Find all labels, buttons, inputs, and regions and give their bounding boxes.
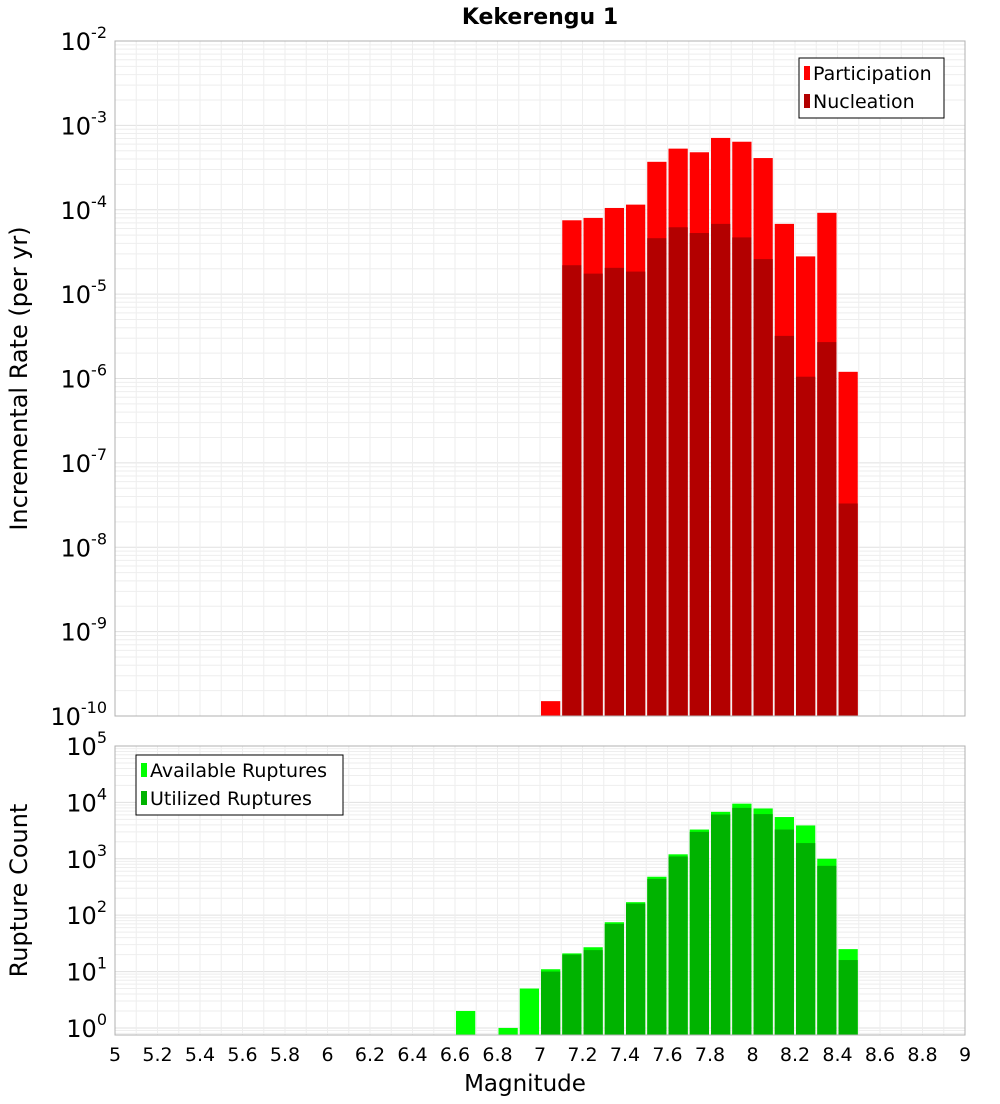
bar [583,950,603,1035]
legend-swatch [804,66,810,80]
y-tick-label: 104 [66,784,107,817]
x-tick-label: 6 [321,1044,333,1066]
chart-title: Kekerengu 1 [462,5,618,30]
bar [711,223,731,716]
x-tick-label: 5.2 [142,1044,172,1066]
legend-swatch [141,791,147,805]
x-tick-label: 8.2 [780,1044,810,1066]
legend-label: Available Ruptures [150,760,327,782]
count-panel: 100 101 102 103 104 105 Rupture Count 5 5.2 5.4 5.… [5,728,971,1097]
bar [498,1027,518,1035]
x-tick-label: 7.2 [567,1044,597,1066]
x-tick-label: 6.6 [440,1044,470,1066]
x-tick-label: 8.6 [865,1044,895,1066]
y-tick-label: 10-10 [50,698,107,731]
bar [796,376,816,716]
x-tick-label: 5.4 [185,1044,215,1066]
x-tick-label: 7.4 [610,1044,640,1066]
legend-swatch [141,763,147,777]
x-tick-label: 9 [959,1044,971,1066]
bar [753,259,773,716]
y-tick-label: 105 [66,728,107,761]
bar [689,831,709,1035]
x-axis-label: Magnitude [464,1071,586,1097]
bar [604,267,624,716]
x-tick-label: 8.8 [907,1044,937,1066]
y-tick-label: 10-7 [61,445,108,478]
y-tick-label: 101 [66,954,107,987]
y-tick-label: 10-3 [61,107,108,140]
legend-swatch [804,94,810,108]
x-tick-label: 5 [109,1044,121,1066]
y-axis-label: Rupture Count [5,804,33,978]
x-tick-label: 6.4 [397,1044,427,1066]
bar [838,503,858,716]
y-tick-label: 103 [66,841,107,874]
y-tick-label: 102 [66,897,107,930]
y-tick-label: 100 [66,1010,107,1043]
legend-label: Nucleation [813,91,915,113]
legend-label: Participation [813,63,932,85]
legend-label: Utilized Ruptures [150,788,312,810]
legend-box [135,754,344,816]
y-tick-label: 10-2 [61,23,108,56]
bar [626,903,646,1035]
bar [732,807,752,1035]
bar [668,227,688,716]
rate-panel-grid [114,40,966,717]
x-tick-label: 7.6 [652,1044,682,1066]
legend: Participation Nucleation [798,57,945,119]
bar [668,856,688,1035]
count-panel-frame [114,745,966,1036]
x-tick-label: 6.2 [355,1044,385,1066]
series-nucleation [562,223,858,716]
y-tick-label: 10-8 [61,529,108,562]
rate-panel-frame [114,40,966,717]
bar [817,342,837,716]
x-tick-label: 8 [746,1044,758,1066]
bar [583,273,603,716]
bar [562,954,582,1035]
x-tick-label: 8.4 [822,1044,852,1066]
bar [647,878,667,1035]
x-tick-label: 5.8 [270,1044,300,1066]
bar [774,829,794,1035]
bar [626,271,646,716]
x-tick-label: 7.8 [695,1044,725,1066]
rate-panel: 10-10 10-9 10-8 10-7 10-6 10-5 10-4 10-3 10-2 Inc… [5,5,966,731]
bar [541,701,561,716]
x-tick-label: 6.8 [482,1044,512,1066]
bar [711,814,731,1035]
bar [732,237,752,716]
x-tick-label: 7 [534,1044,546,1066]
x-tick-label: 5.6 [227,1044,257,1066]
series-utilized-ruptures [541,807,858,1035]
bar [562,265,582,716]
y-tick-label: 10-6 [61,361,108,394]
bar [817,865,837,1035]
legend-box [798,57,945,119]
y-tick-label: 10-9 [61,614,108,647]
bar [541,971,561,1035]
bar [796,843,816,1035]
bar [456,1010,476,1035]
bar [689,233,709,716]
bar [519,988,539,1035]
legend: Available Ruptures Utilized Ruptures [135,754,344,816]
y-tick-label: 10-5 [61,276,108,309]
y-tick-label: 10-4 [61,192,108,225]
bar [647,238,667,716]
bar [774,335,794,716]
bar [838,960,858,1035]
y-axis-label: Incremental Rate (per yr) [5,226,33,530]
bar [753,814,773,1035]
bar [604,923,624,1035]
